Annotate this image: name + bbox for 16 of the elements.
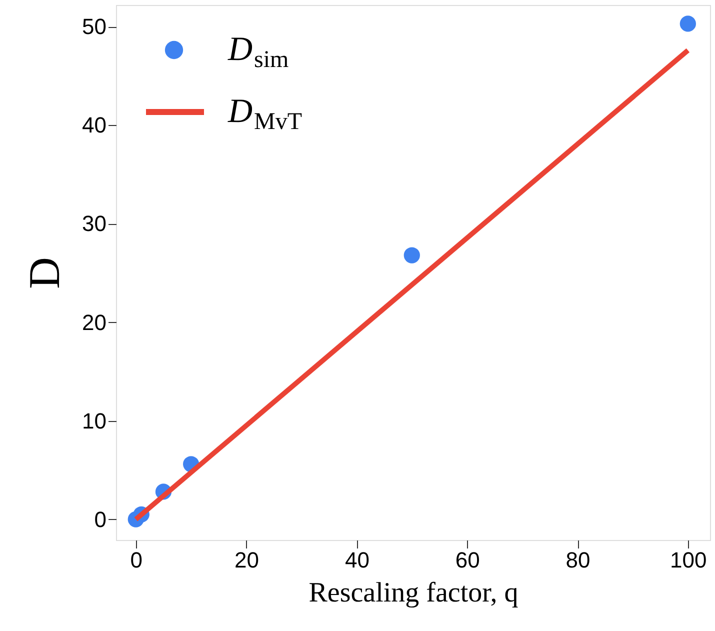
y-tick-label: 20 [82, 310, 106, 335]
x-tick-label: 0 [130, 548, 142, 572]
y-tick-label: 10 [82, 408, 106, 434]
x-tick-label: 20 [234, 548, 260, 572]
x-axis-title: Rescaling factor, q [308, 578, 518, 608]
y-tick-label: 50 [82, 14, 106, 40]
y-axis-title: D [20, 257, 70, 289]
x-tick-label: 40 [344, 548, 370, 572]
y-tick-label: 40 [82, 112, 106, 138]
y-tick-label: 30 [82, 211, 106, 236]
x-tick-label: 60 [455, 548, 480, 572]
y-tick-label: 0 [94, 506, 106, 532]
point [404, 247, 420, 264]
x-tick-label: 100 [670, 548, 707, 572]
point [680, 16, 696, 32]
x-tick-label: 80 [566, 548, 590, 572]
